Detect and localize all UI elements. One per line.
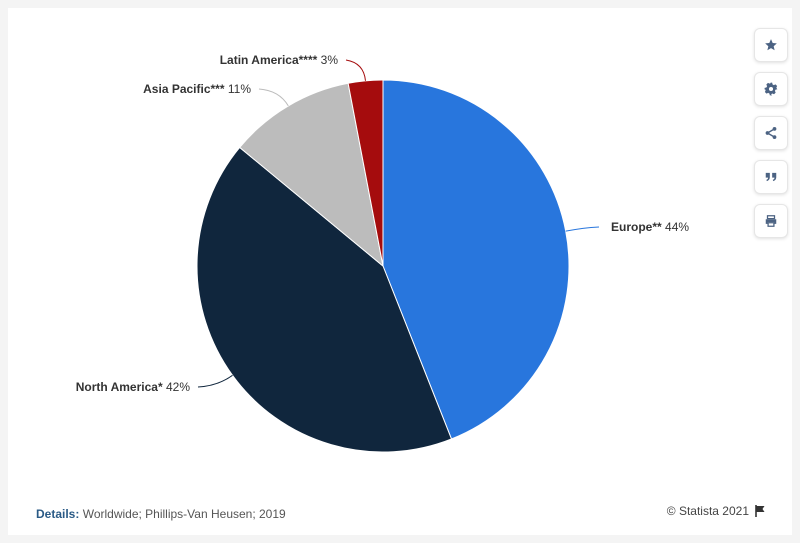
credit-text: © Statista 2021: [666, 504, 749, 518]
flag-icon: [755, 505, 765, 517]
share-button[interactable]: [754, 116, 788, 150]
slice-label: North America* 42%: [76, 380, 191, 394]
print-icon: [765, 215, 777, 227]
cite-button[interactable]: [754, 160, 788, 194]
quote-icon: [765, 172, 777, 182]
pie-slice-northamerica[interactable]: [196, 146, 453, 453]
details-label: Details:: [36, 507, 80, 521]
chart-toolbar: [754, 28, 788, 248]
pie-slice-latinamerica[interactable]: [347, 79, 384, 267]
chart-details: Details: Worldwide; Phillips-Van Heusen;…: [36, 507, 286, 521]
favorite-button[interactable]: [754, 28, 788, 62]
chart-card: Europe** 44% North America* 42% Asia Pacif…: [8, 8, 792, 535]
details-text: Worldwide; Phillips-Van Heusen; 2019: [82, 507, 286, 521]
slice-label: Latin America**** 3%: [220, 53, 339, 67]
settings-button[interactable]: [754, 72, 788, 106]
slice-label: Europe** 44%: [611, 220, 689, 234]
share-icon: [765, 127, 777, 139]
star-icon: [765, 39, 777, 51]
label-connector: [345, 59, 366, 81]
gear-icon: [764, 82, 778, 96]
label-connector: [565, 226, 600, 232]
pie-slice-asiapacific[interactable]: [238, 82, 384, 268]
pie-chart: Europe** 44% North America* 42% Asia Pacif…: [76, 53, 689, 453]
pie-slice-europe[interactable]: [382, 79, 570, 440]
source-credit[interactable]: © Statista 2021: [667, 504, 766, 518]
label-connector: [197, 374, 233, 388]
slice-label: Asia Pacific*** 11%: [143, 82, 251, 96]
print-button[interactable]: [754, 204, 788, 238]
label-connector: [258, 88, 289, 107]
